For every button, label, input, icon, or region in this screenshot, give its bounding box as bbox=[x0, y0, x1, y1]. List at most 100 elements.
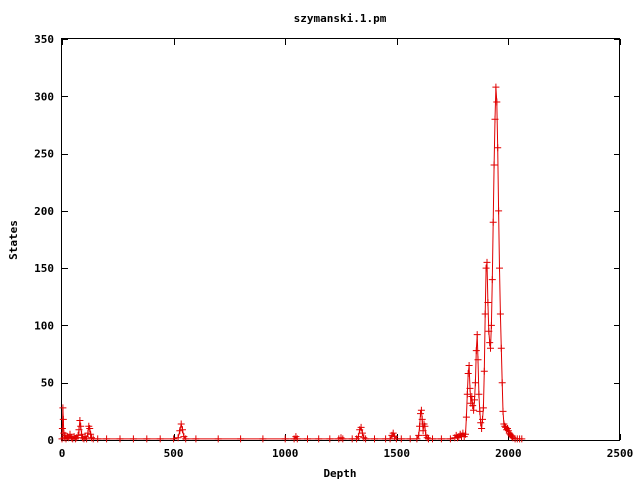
data-point-marker bbox=[417, 406, 425, 414]
y-tick-label: 0 bbox=[47, 434, 54, 447]
y-tick-label: 200 bbox=[34, 205, 54, 218]
data-point-marker bbox=[357, 423, 365, 431]
data-point-marker bbox=[497, 344, 505, 352]
data-point-marker bbox=[397, 435, 405, 443]
data-point-marker bbox=[74, 431, 82, 439]
y-tick-label: 300 bbox=[34, 90, 54, 103]
data-point-marker bbox=[496, 264, 503, 272]
data-point-marker bbox=[479, 404, 487, 412]
data-point-marker bbox=[281, 435, 289, 443]
data-point-marker bbox=[58, 425, 66, 432]
data-point-marker bbox=[462, 413, 470, 421]
axis-ticks: 0 500 1000 1500 2000 2500 0 50 100 150 200 250 300 35… bbox=[34, 33, 633, 460]
data-point-marker bbox=[103, 435, 111, 443]
data-point-marker bbox=[489, 218, 497, 226]
data-point-marker bbox=[129, 435, 137, 443]
data-point-marker bbox=[339, 435, 347, 443]
data-point-marker bbox=[192, 435, 200, 443]
data-point-marker bbox=[76, 417, 84, 424]
data-point-marker bbox=[116, 435, 124, 443]
data-point-marker bbox=[474, 356, 482, 364]
data-point-marker bbox=[477, 419, 485, 427]
data-point-marker bbox=[214, 435, 222, 443]
data-point-marker bbox=[177, 420, 185, 428]
data-point-marker bbox=[518, 435, 526, 443]
chart-title: szymanski.1.pm bbox=[294, 12, 387, 25]
data-point-marker bbox=[471, 396, 478, 404]
data-point-marker bbox=[87, 430, 95, 438]
data-point-marker bbox=[471, 379, 479, 387]
y-tick-label: 150 bbox=[34, 262, 54, 275]
y-tick-label: 250 bbox=[34, 148, 54, 161]
data-point-marker bbox=[59, 415, 67, 423]
data-point-marker bbox=[237, 435, 245, 443]
data-point-marker bbox=[88, 434, 95, 442]
plot-frame bbox=[61, 38, 620, 441]
data-point-marker bbox=[485, 327, 493, 335]
data-point-marker bbox=[491, 115, 499, 123]
data-point-marker bbox=[415, 431, 423, 439]
x-axis-label: Depth bbox=[323, 467, 356, 480]
data-point-marker bbox=[83, 435, 91, 443]
data-point-marker bbox=[371, 435, 378, 443]
data-point-marker bbox=[143, 435, 151, 443]
data-point-marker bbox=[358, 429, 366, 437]
data-point-marker bbox=[472, 347, 480, 355]
data-point-marker bbox=[499, 407, 507, 415]
data-point-marker bbox=[479, 415, 486, 423]
y-axis-label: States bbox=[7, 220, 20, 260]
x-tick-label: 2000 bbox=[495, 447, 522, 460]
data-point-marker bbox=[293, 435, 301, 443]
x-tick-label: 0 bbox=[59, 447, 66, 460]
data-point-marker bbox=[182, 435, 190, 443]
data-point-marker bbox=[486, 339, 494, 347]
data-point-marker bbox=[315, 435, 323, 443]
data-point-marker bbox=[170, 435, 178, 443]
data-point-marker bbox=[462, 430, 469, 438]
data-point-marker bbox=[481, 310, 489, 318]
data-point-marker bbox=[75, 426, 83, 434]
data-point-marker bbox=[423, 434, 431, 442]
data-point-marker bbox=[492, 83, 500, 91]
series-line bbox=[61, 87, 522, 441]
data-point-marker bbox=[478, 425, 486, 432]
data-point-marker bbox=[466, 384, 474, 392]
x-tick-label: 500 bbox=[164, 447, 184, 460]
data-point-marker bbox=[59, 404, 67, 412]
data-point-marker bbox=[469, 402, 477, 410]
data-point-marker bbox=[495, 207, 503, 215]
data-point-marker bbox=[483, 258, 491, 266]
data-point-marker bbox=[487, 321, 495, 329]
data-point-marker bbox=[156, 435, 164, 443]
data-point-marker bbox=[94, 435, 102, 443]
data-point-marker bbox=[475, 390, 483, 398]
data-point-marker bbox=[419, 427, 427, 435]
y-tick-label: 50 bbox=[41, 377, 54, 390]
data-point-marker bbox=[179, 426, 186, 434]
data-point-marker bbox=[488, 276, 496, 284]
data-point-marker bbox=[77, 422, 85, 430]
data-point-marker bbox=[354, 433, 362, 441]
data-point-marker bbox=[259, 435, 267, 443]
data-point-marker bbox=[66, 430, 74, 438]
data-point-marker bbox=[482, 264, 490, 272]
data-point-marker bbox=[484, 299, 492, 306]
data-point-marker bbox=[86, 425, 94, 432]
data-point-marker bbox=[476, 407, 484, 415]
data-point-marker bbox=[304, 435, 311, 443]
data-point-marker bbox=[480, 367, 488, 375]
data-point-marker bbox=[473, 331, 481, 339]
data-point-marker bbox=[498, 379, 506, 387]
y-tick-label: 350 bbox=[34, 33, 54, 46]
data-point-marker bbox=[470, 406, 478, 414]
data-point-marker bbox=[494, 144, 502, 152]
data-point-marker bbox=[417, 410, 424, 418]
data-point-marker bbox=[464, 370, 472, 377]
data-series bbox=[58, 83, 526, 443]
data-point-marker bbox=[429, 435, 436, 443]
data-point-marker bbox=[360, 434, 368, 442]
data-point-marker bbox=[496, 310, 504, 318]
data-point-marker bbox=[326, 435, 334, 443]
data-point-marker bbox=[418, 415, 426, 423]
